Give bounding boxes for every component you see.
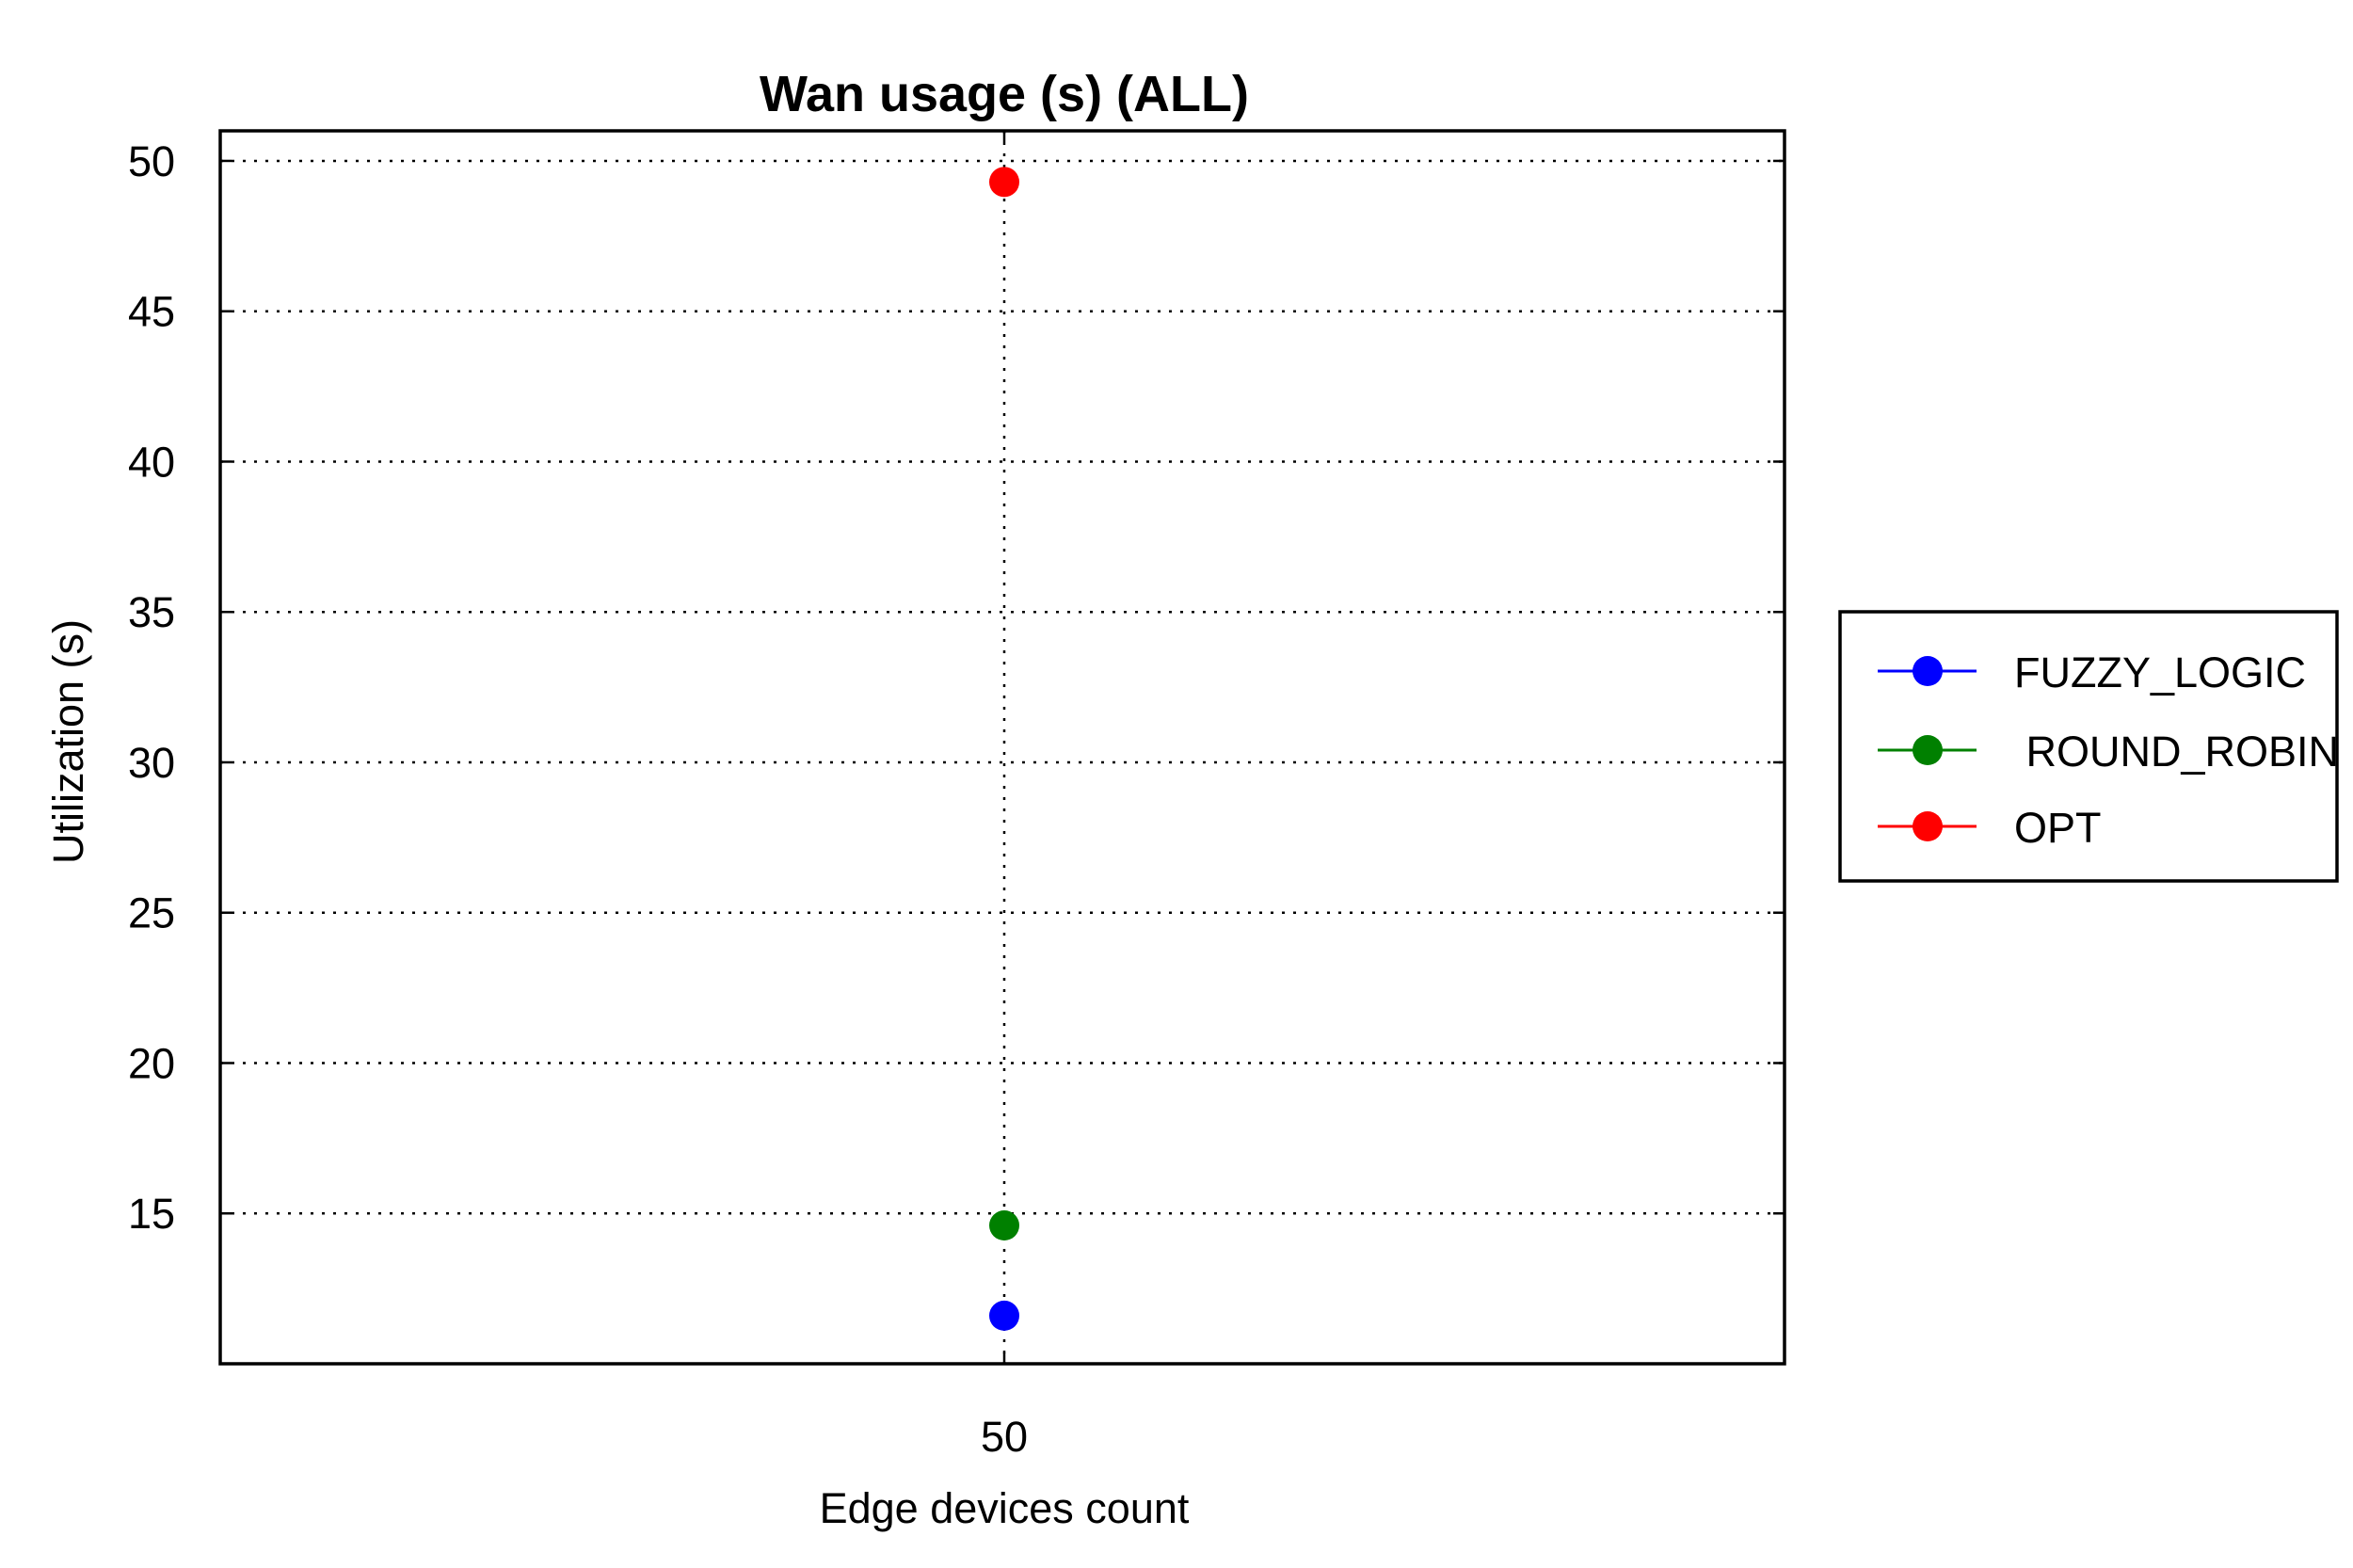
y-tick-label: 35 [128,588,175,636]
legend-label-fuzzy-logic: FUZZY_LOGIC [2014,648,2306,696]
legend-label-round-robin: ROUND_ROBIN [2014,728,2339,776]
legend-marker-opt [1913,811,1943,841]
y-tick-label: 45 [128,288,175,336]
data-point-round-robin [989,1210,1019,1241]
x-axis-label: Edge devices count [820,1484,1190,1532]
gridlines [220,131,1785,1364]
y-axis-label: Utilization (s) [44,619,92,864]
y-axis-tick-labels: 15 20 25 30 35 40 45 50 [128,137,175,1238]
legend-label-opt: OPT [2014,804,2102,852]
data-points [989,167,1019,1331]
y-tick-label: 25 [128,889,175,937]
y-tick-label: 20 [128,1039,175,1087]
y-tick-label: 30 [128,739,175,787]
y-tick-label: 50 [128,137,175,185]
legend-marker-fuzzy-logic [1913,656,1943,686]
y-tick-label: 15 [128,1190,175,1238]
x-axis-tick-labels: 50 [981,1413,1028,1461]
x-tick-label: 50 [981,1413,1028,1461]
data-point-opt [989,167,1019,198]
legend-marker-round-robin [1913,735,1943,765]
legend-box [1838,610,2339,883]
plot-frame [218,129,1786,1366]
legend: FUZZY_LOGIC ROUND_ROBIN OPT [1838,610,2339,883]
y-tick-label: 40 [128,438,175,486]
chart-title: Wan usage (s) (ALL) [760,66,1249,122]
data-point-fuzzy-logic [989,1300,1019,1331]
axis-ticks [220,131,1785,1364]
